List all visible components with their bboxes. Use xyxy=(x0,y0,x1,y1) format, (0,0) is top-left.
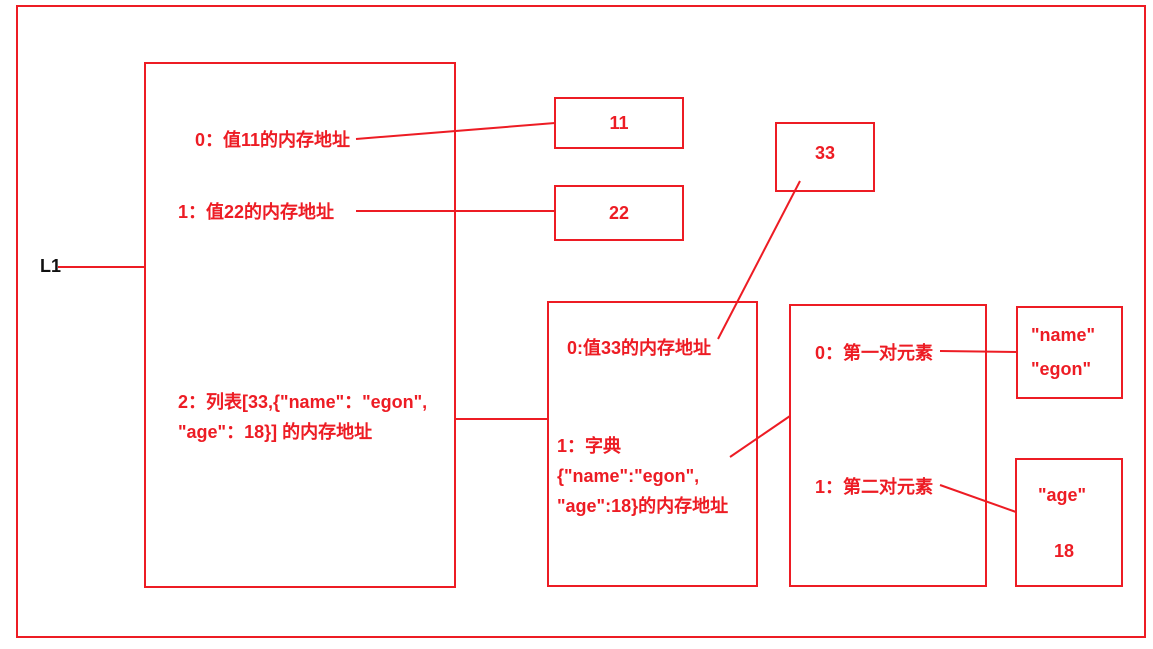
value-11-label: 11 xyxy=(609,113,628,133)
list-item-1: 1：值22的内存地址 xyxy=(178,201,334,222)
list-item-0: 0：值11的内存地址 xyxy=(195,129,350,150)
pair-2-value: 18 xyxy=(1054,541,1074,561)
sublist-item-1-line3: "age":18}的内存地址 xyxy=(557,495,728,516)
pair-1-box xyxy=(1017,307,1122,398)
value-33-label: 33 xyxy=(815,143,835,163)
pointer-edge-7 xyxy=(940,485,1016,512)
sublist-item-0: 0:值33的内存地址 xyxy=(567,337,711,358)
sublist-item-1-line2: {"name":"egon", xyxy=(557,466,699,486)
pair-1-value: "egon" xyxy=(1031,359,1091,379)
dict-item-0: 0：第一对元素 xyxy=(815,342,933,363)
pointer-edge-4 xyxy=(718,181,800,339)
dict-item-1: 1：第二对元素 xyxy=(815,476,933,497)
pointer-edge-5 xyxy=(730,416,790,457)
sublist-item-1-line1: 1：字典 xyxy=(557,435,621,456)
pointer-edge-6 xyxy=(940,351,1017,352)
pair-2-box xyxy=(1016,459,1122,586)
pair-2-key: "age" xyxy=(1038,485,1086,505)
outer-frame xyxy=(17,6,1145,637)
pair-1-key: "name" xyxy=(1031,325,1095,345)
value-22-label: 22 xyxy=(609,203,629,223)
list-item-2-line1: 2：列表[33,{"name"："egon", xyxy=(178,391,427,412)
variable-name-label: L1 xyxy=(40,256,61,276)
list-item-2-line2: "age"：18}] 的内存地址 xyxy=(178,421,372,442)
